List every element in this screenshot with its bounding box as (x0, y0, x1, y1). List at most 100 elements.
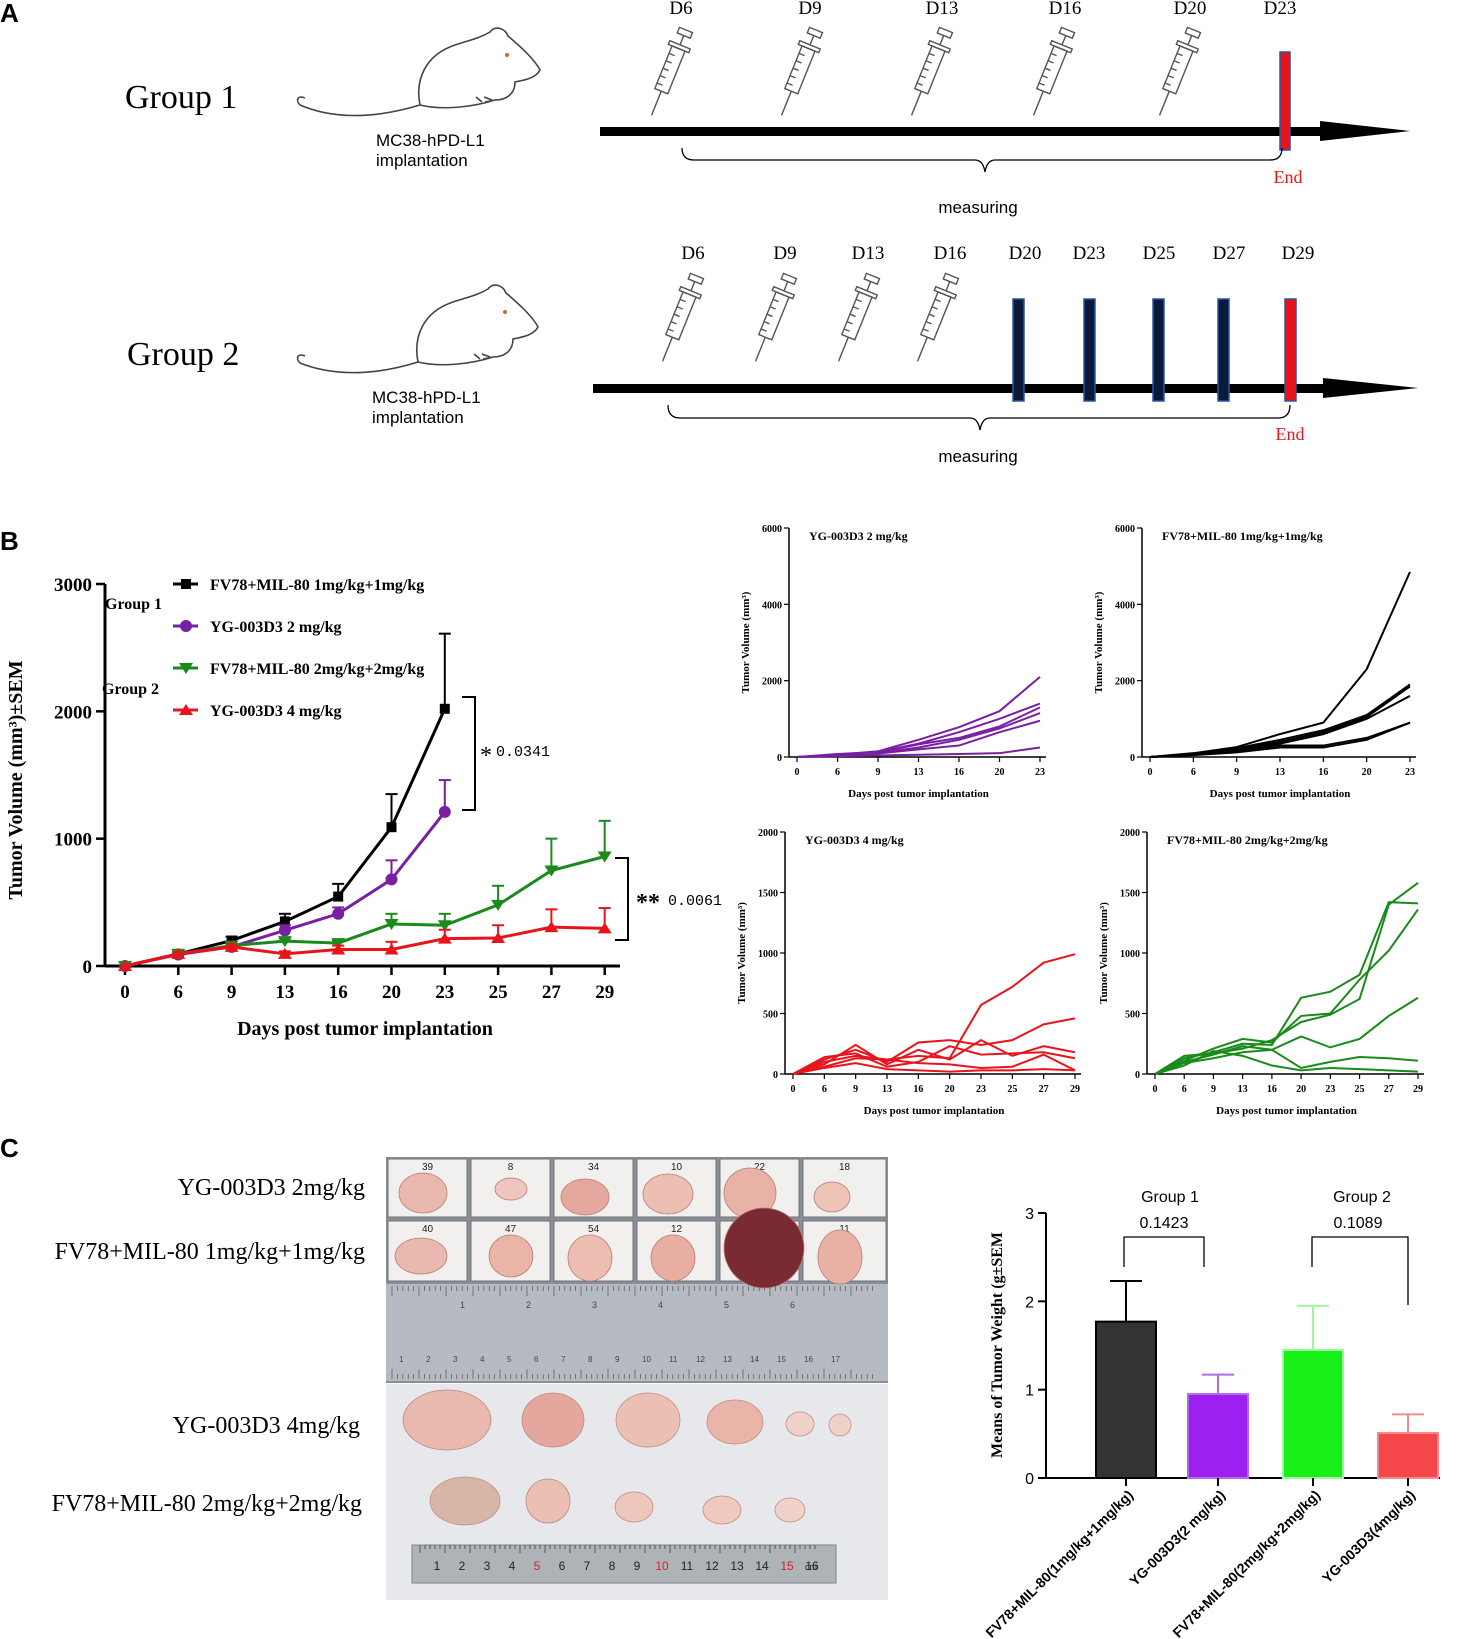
syringe-tick (760, 328, 767, 332)
syringe-icon (650, 26, 694, 116)
tumor-sample (614, 1491, 654, 1523)
weights-category-label: FV78+MIL-80(1mg/kg+1mg/kg) (982, 1487, 1136, 1639)
group2-label: Group 2 (127, 336, 239, 373)
syringe-plunger-rod (679, 35, 685, 46)
tumor-sample (402, 1389, 492, 1451)
steel-ruler-number: 16 (805, 1559, 819, 1573)
syringe-tick (662, 67, 669, 72)
data-point (118, 960, 132, 971)
small-x-tick-label: 16 (954, 767, 964, 778)
tumor-sample (817, 1229, 863, 1285)
data-point (544, 865, 559, 877)
sample-id: 8 (508, 1162, 514, 1173)
timeline-group-1: Group 1 MC38-hPD-L1 implantation D6 D9 D… (125, 0, 1410, 217)
sample-id: 18 (839, 1162, 851, 1173)
paper-ruler (386, 1284, 888, 1381)
syringe-icon (910, 26, 954, 116)
small-series-line (792, 1045, 1076, 1075)
small-x-tick-label: 9 (876, 767, 881, 778)
mouse-icon (296, 27, 541, 117)
tumor-sample (702, 1495, 742, 1525)
syringe-tick (665, 60, 672, 64)
syringe-tick (931, 306, 938, 310)
group2-measuring-brace (667, 404, 1291, 431)
data-point (384, 918, 399, 930)
series-line (124, 925, 605, 968)
group1-end-day-label: D23 (1264, 0, 1297, 19)
small-y-tick-label: 4000 (762, 600, 782, 611)
small-y-tick-label: 0 (1135, 1070, 1140, 1081)
legend-label: FV78+MIL-80 2mg/kg+2mg/kg (210, 661, 424, 678)
group2-day-label: D13 (852, 243, 885, 264)
sig-star: ** (636, 890, 660, 916)
legend-label: YG-003D3 2 mg/kg (210, 619, 342, 636)
small-series-line (1149, 721, 1411, 758)
small-y-tick-label: 2000 (1120, 828, 1140, 839)
sample-id: 22 (754, 1162, 766, 1173)
group2-bar-day-label: D20 (1009, 243, 1042, 264)
photo-label: YG-003D3 2mg/kg (178, 1175, 365, 1201)
syringe-tick (843, 328, 850, 332)
syringe-needle (1158, 90, 1170, 116)
data-point (277, 947, 292, 959)
syringe-tick (1050, 52, 1057, 57)
small-chart-title: YG-003D3 4 mg/kg (805, 833, 904, 847)
main-legend: FV78+MIL-80 1mg/kg+1mg/kg YG-003D3 2 mg/… (173, 577, 424, 720)
small-series-line (796, 746, 1041, 758)
sig-bracket-group2 (615, 857, 629, 941)
tumor-sample (494, 1177, 528, 1201)
tumor-sample (706, 1399, 764, 1445)
small-x-tick-label: 9 (853, 1084, 858, 1095)
photo-label: FV78+MIL-80 1mg/kg+1mg/kg (55, 1239, 365, 1265)
weights-bar (1095, 1320, 1157, 1480)
steel-ruler-number: 2 (459, 1559, 466, 1573)
syringe-icon (916, 272, 960, 362)
group2-measure-bar (1012, 298, 1025, 402)
weights-y-tick-label: 0 (1025, 1471, 1034, 1488)
sig-star: * (480, 743, 492, 769)
group2-end-label: End (1276, 424, 1305, 444)
syringe-tick (846, 320, 853, 325)
data-point (278, 924, 291, 937)
mouse-icon (296, 284, 539, 374)
syringe-tick (1167, 74, 1174, 79)
sample-id: 39 (422, 1162, 434, 1173)
weights-bracket-group2 (1311, 1236, 1409, 1305)
syringe-tick (766, 313, 773, 318)
small-x-tick-label: 23 (976, 1084, 986, 1095)
syringe-tick (928, 52, 935, 57)
weights-pvalue: 0.1089 (1334, 1215, 1383, 1232)
ruler-number: 2 (426, 1355, 431, 1364)
small-x-tick-label: 16 (1267, 1084, 1277, 1095)
ruler-number: 6 (534, 1355, 539, 1364)
group2-day-label: D16 (934, 243, 967, 264)
small-x-tick-label: 13 (1238, 1084, 1248, 1095)
syringe-tick (1038, 82, 1045, 86)
data-point (332, 907, 345, 920)
group1-measuring-brace (681, 147, 1283, 173)
main-series-3 (118, 907, 612, 971)
data-point (331, 943, 346, 955)
tumor-sample (828, 1413, 852, 1437)
small-x-tick-label: 16 (1318, 767, 1328, 778)
syringe-plunger-rod (939, 35, 945, 46)
main-x-axis-label: Days post tumor implantation (237, 1018, 493, 1040)
syringe-barrel (1035, 45, 1068, 95)
syringe-tick (1173, 60, 1180, 64)
small-x-tick-label: 9 (1211, 1084, 1216, 1095)
tumor-sample (774, 1497, 806, 1523)
group2-end-marker (1284, 298, 1297, 402)
main-x-tick-label: 16 (329, 982, 348, 1003)
small-y-axis-label: Tumor Volume (mm³) (740, 591, 752, 693)
data-point (384, 943, 399, 955)
small-chart-yg003d3-2mgkg: 0 6 9 13 16 20 23 0 2000 4000 6000 YG-003D3 2 mg/kg… (740, 524, 1046, 800)
data-point (279, 916, 290, 927)
ruler-number: 6 (790, 1300, 795, 1310)
group2-day-label: D9 (773, 243, 796, 264)
syringe-plunger-head (863, 272, 881, 286)
group1-label: Group 1 (125, 79, 237, 116)
syringe-tick (1047, 60, 1054, 64)
tumor-sample (567, 1234, 613, 1282)
weights-bar (1282, 1348, 1344, 1479)
